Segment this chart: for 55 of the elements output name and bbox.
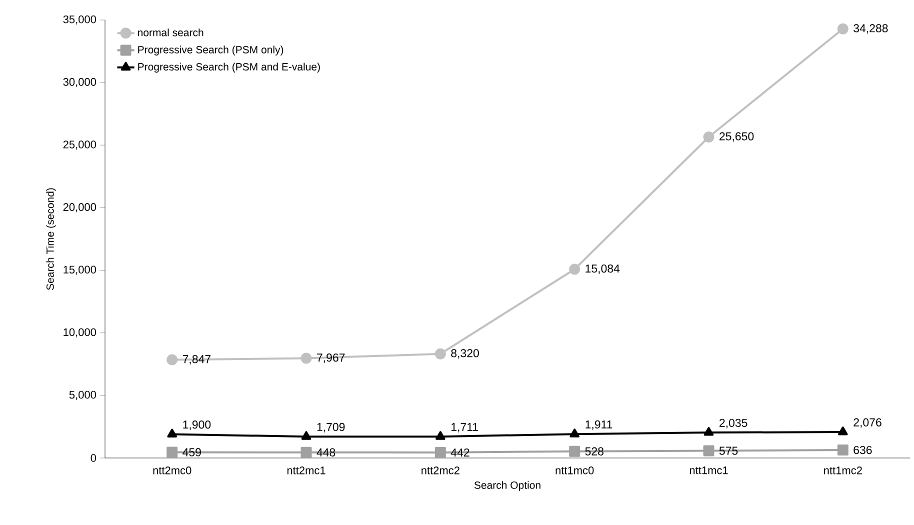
- data-label: 25,650: [720, 132, 754, 142]
- point: [838, 426, 848, 436]
- data-label: 528: [585, 447, 604, 456]
- point: [569, 264, 580, 275]
- point: [703, 132, 714, 143]
- data-label: 1,911: [586, 420, 612, 430]
- point: [434, 446, 446, 458]
- point: [434, 348, 446, 360]
- legend-label: normal search: [138, 28, 204, 36]
- data-label: 636: [854, 446, 872, 454]
- data-label: 2,076: [854, 418, 882, 428]
- data-label: 459: [182, 448, 201, 456]
- legend-label: Progressive Search (PSM and E-value): [138, 62, 320, 73]
- data-label: 2,035: [720, 418, 748, 428]
- data-label: 1,900: [183, 420, 211, 430]
- data-label: 7,967: [317, 354, 345, 364]
- point: [166, 446, 178, 458]
- x-tick-label: ntt2mc2: [422, 466, 460, 474]
- data-label: 442: [450, 448, 470, 456]
- point: [300, 446, 312, 458]
- point: [569, 446, 580, 457]
- y-tick-label: 10,000: [64, 328, 96, 338]
- y-tick-label: 30,000: [63, 78, 96, 88]
- y-tick-label: 15,000: [64, 266, 96, 275]
- y-tick-label: 25,000: [63, 140, 96, 150]
- legend-label: Progressive Search (PSM only): [138, 46, 284, 56]
- data-label: 15,084: [586, 264, 620, 274]
- data-label: 8,320: [451, 349, 479, 359]
- y-tick-label: 35,000: [63, 15, 96, 25]
- x-tick-label: ntt1mc0: [556, 466, 594, 474]
- point: [570, 428, 580, 438]
- y-tick-label: 0: [90, 454, 96, 462]
- x-tick-label: ntt2mc1: [287, 466, 326, 474]
- point: [436, 431, 446, 440]
- data-label: 448: [316, 448, 336, 456]
- point: [704, 427, 714, 436]
- point: [166, 354, 178, 366]
- data-label: 1,709: [317, 422, 345, 432]
- point: [300, 352, 312, 364]
- x-tick-label: ntt1mc2: [824, 466, 862, 474]
- data-label: 7,847: [182, 355, 210, 365]
- data-label: 1,711: [451, 423, 478, 432]
- y-tick-label: 20,000: [63, 203, 96, 212]
- data-label: 34,288: [854, 24, 888, 34]
- point: [167, 428, 177, 438]
- x-tick-label: ntt2mc0: [153, 466, 192, 474]
- x-tick-label: ntt1mc1: [690, 466, 728, 474]
- y-tick-label: 5,000: [69, 390, 96, 400]
- data-label: 575: [719, 446, 738, 455]
- y-axis-title: Search Time (second): [46, 188, 56, 290]
- x-axis-title: Search Option: [474, 481, 540, 491]
- point: [301, 431, 312, 440]
- point: [837, 444, 848, 456]
- point: [703, 445, 714, 456]
- point: [837, 23, 848, 34]
